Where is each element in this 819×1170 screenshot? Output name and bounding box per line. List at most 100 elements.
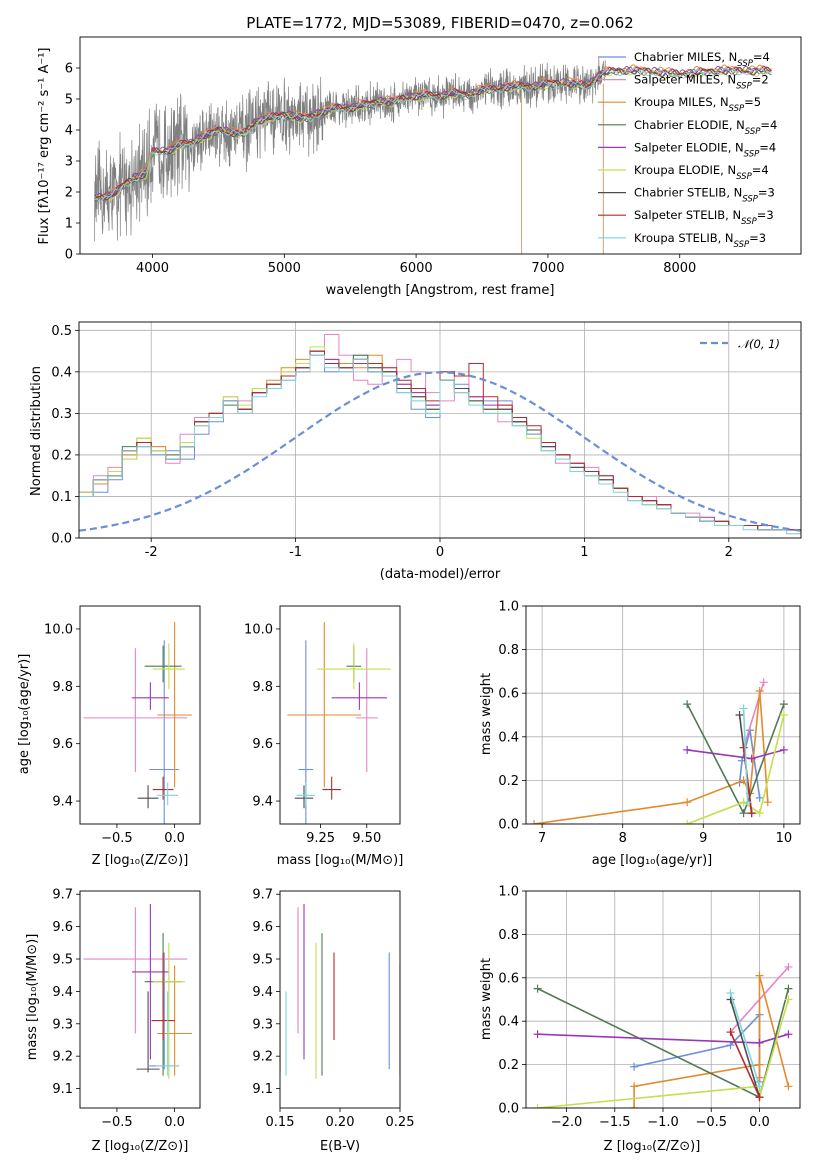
x-tick-label: 2 (725, 545, 733, 560)
y-tick-label: 0.6 (498, 687, 519, 702)
residual-histogram (79, 334, 801, 535)
ssp-point-marker (763, 798, 772, 807)
ssp-point-marker (755, 1093, 764, 1102)
residual-histogram (79, 354, 801, 535)
x-tick-label: 0.20 (326, 1115, 355, 1130)
x-tick-label: 7 (538, 831, 546, 846)
ssp-point-marker (755, 1060, 764, 1069)
ssp-point-marker (743, 798, 752, 807)
ssp-weight-line (729, 992, 761, 1087)
spectrum-model-line (94, 67, 772, 203)
mass-vs-ebv-plot: 0.15 0.20 0.25 9.1 9.2 9.3 9.4 9.5 9.6 9.7 (252, 888, 414, 1130)
age-vs-z-plot: −0.5 0.0 9.4 9.6 9.8 10.0 (44, 605, 201, 846)
residuals-plot: -2 -1 0 1 2 0.0 0.1 0.2 0.3 0.4 0.5 𝒩(0, 1) (51, 321, 802, 560)
x-tick-label: −0.5 (101, 1115, 133, 1130)
age-vs-z-y-label: age [log₁₀(age/yr)] (17, 654, 32, 775)
mass_vs_ebv-frame (279, 890, 401, 1109)
x-tick-label: 9.25 (306, 831, 335, 846)
ssp-weight-line (537, 999, 790, 1108)
age_vs_Z-frame (79, 605, 201, 825)
residual-histogram (79, 350, 801, 535)
x-tick-label: −0.5 (101, 831, 133, 846)
ssp-point-marker (755, 687, 764, 696)
residuals-plot-area (79, 322, 801, 538)
y-tick-label: 9.5 (252, 953, 273, 968)
mass-vs-z-y-label: mass [log₁₀(M/M⊙)] (25, 934, 40, 1061)
ssp-weight-line (738, 730, 761, 798)
y-tick-label: 9.6 (252, 920, 273, 935)
ssp-point-marker (759, 678, 768, 687)
spectrum-model-line (94, 66, 772, 202)
ssp-point-marker (779, 745, 788, 754)
y-tick-label: 9.6 (52, 737, 73, 752)
ssp-point-marker (530, 820, 539, 824)
ssp-point-marker (784, 995, 793, 1004)
y-tick-label: 5 (65, 93, 73, 108)
ssp-weight-line (742, 708, 749, 803)
y-tick-label: 9.4 (52, 985, 73, 1000)
residual-histogram (79, 350, 801, 535)
residuals-x-label: (data-model)/error (380, 567, 501, 582)
ssp-weight-line (729, 999, 761, 1098)
x-tick-label: 8000 (663, 261, 696, 276)
y-tick-label: 9.6 (252, 737, 273, 752)
x-tick-label: 0.0 (749, 1115, 770, 1130)
ssp-point-marker (747, 809, 756, 818)
age_vs_mass-plot-area (287, 622, 391, 824)
age-vs-mass-x-label: mass [log₁₀(M/M⊙)] (277, 853, 404, 868)
mass-vs-ebv-x-label: E(B-V) (320, 1139, 360, 1154)
ssp-point-marker (755, 793, 764, 802)
ssp-point-marker (683, 700, 692, 709)
spectrum-model-line (94, 66, 772, 201)
x-tick-label: 4000 (136, 261, 169, 276)
y-tick-label: 9.2 (52, 1050, 73, 1065)
x-tick-label: −0.5 (695, 1115, 727, 1130)
ssp-point-marker (683, 745, 692, 754)
weight_vs_age-plot-area (526, 606, 800, 824)
mass-vs-z-panel: −0.5 0.0 9.1 9.2 9.3 9.4 9.5 9.6 9.7 Z [log₁₀(Z/… (25, 888, 201, 1154)
x-tick-label: 0.0 (164, 831, 185, 846)
spectrum-plot-area (94, 57, 772, 254)
x-tick-label: −1.0 (647, 1115, 679, 1130)
legend-entry: Chabrier STELIB, NSSP=3 (634, 186, 775, 205)
weight-vs-age-y-label: mass weight (479, 673, 494, 755)
y-tick-label: 10.0 (244, 622, 273, 637)
legend-entry: Salpeter STELIB, NSSP=3 (634, 208, 774, 227)
y-tick-label: 9.3 (52, 1017, 73, 1032)
x-tick-label: -1 (289, 545, 302, 560)
weight_vs_Z-plot-area (526, 891, 800, 1108)
mass-vs-ebv-panel: 0.15 0.20 0.25 9.1 9.2 9.3 9.4 9.5 9.6 9.7 E(B-V) (252, 888, 414, 1154)
x-tick-label: 9.50 (352, 831, 381, 846)
weight-vs-age-x-label: age [log₁₀(age/yr)] (592, 853, 713, 868)
spectrum-panel: PLATE=1772, MJD=53089, FIBERID=0470, z=0… (37, 14, 802, 298)
y-tick-label: 0.3 (51, 407, 72, 422)
ssp-point-marker (533, 984, 542, 993)
y-tick-label: 9.7 (252, 888, 273, 903)
legend-entry: Kroupa STELIB, NSSP=3 (634, 231, 766, 250)
x-tick-label: 8 (619, 831, 627, 846)
ssp-point-marker (683, 798, 692, 807)
ssp-point-marker (630, 1104, 639, 1108)
age-vs-mass-plot: 9.25 9.50 9.4 9.6 9.8 10.0 (244, 605, 401, 846)
ssp-point-marker (683, 820, 692, 824)
y-tick-label: 9.8 (252, 680, 273, 695)
y-tick-label: 9.2 (252, 1050, 273, 1065)
mass_vs_Z-plot-area (83, 903, 192, 1079)
x-tick-label: 0 (436, 545, 444, 560)
y-tick-label: 9.7 (52, 888, 73, 903)
legend-entry: Chabrier ELODIE, NSSP=4 (634, 118, 777, 137)
x-tick-label: 1 (580, 545, 588, 560)
y-tick-label: 2 (65, 186, 73, 201)
y-tick-label: 0.1 (51, 490, 72, 505)
x-tick-label: -2 (145, 545, 158, 560)
y-tick-label: 0.6 (498, 971, 519, 986)
y-tick-label: 9.6 (52, 920, 73, 935)
legend-entry: Kroupa MILES, NSSP=5 (634, 95, 761, 114)
spectrum-y-label: Flux [fλ10⁻¹⁷ erg cm⁻² s⁻¹ A⁻¹] (37, 48, 52, 245)
ssp-weight-line (687, 749, 785, 760)
ssp-weight-line (729, 1031, 761, 1098)
weight-vs-z-y-label: mass weight (479, 958, 494, 1040)
age-vs-mass-panel: 9.25 9.50 9.4 9.6 9.8 10.0 mass [log₁₀(M/M⊙)] (244, 605, 404, 868)
y-tick-label: 0.2 (51, 448, 72, 463)
